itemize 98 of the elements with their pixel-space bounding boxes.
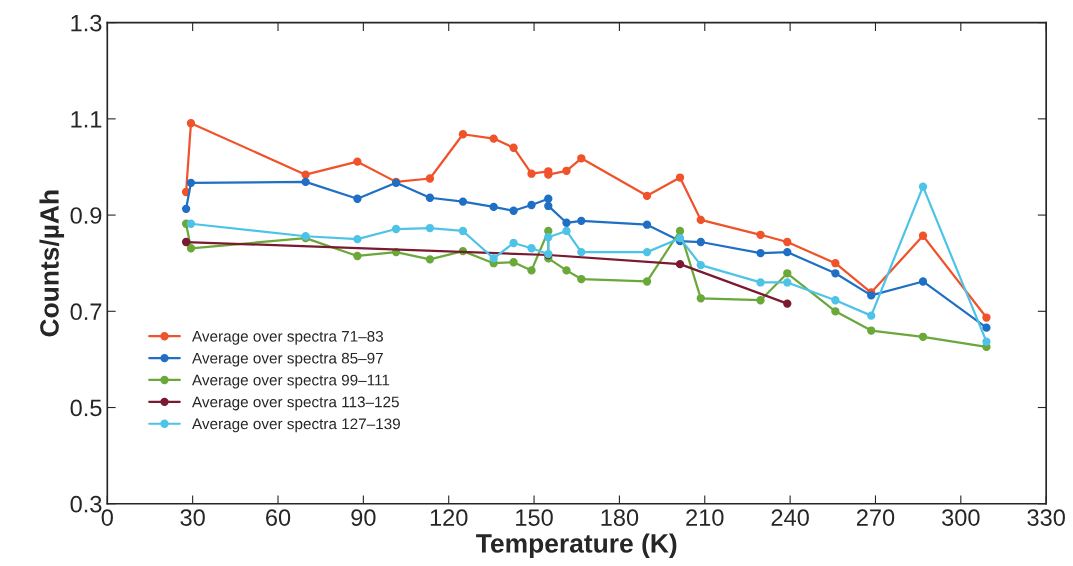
point [391, 224, 401, 234]
point [425, 193, 435, 202]
point [509, 238, 518, 248]
point [696, 294, 705, 303]
point [181, 237, 191, 247]
point [675, 173, 685, 182]
point [642, 191, 652, 200]
x-tick-label: 30 [180, 509, 205, 526]
point [353, 234, 362, 244]
point [458, 197, 468, 206]
point [509, 206, 518, 215]
x-tick-label: 120 [430, 509, 468, 526]
point [783, 278, 792, 287]
point [353, 157, 362, 166]
point [458, 130, 468, 139]
point [918, 182, 928, 191]
point [642, 277, 652, 286]
point [783, 269, 792, 278]
legend-label: Average over spectra 127–139 [192, 418, 400, 433]
point [577, 274, 586, 284]
point [918, 277, 928, 286]
x-tick-label: 210 [686, 509, 724, 526]
point [509, 143, 518, 152]
x-axis-title: Temperature (K) [476, 533, 677, 558]
x-tick-label: 300 [942, 509, 980, 526]
point [696, 260, 705, 270]
x-tick-label: 60 [266, 509, 291, 526]
point [562, 266, 571, 275]
point [982, 313, 991, 322]
x-tick-label: 270 [856, 509, 895, 526]
point [425, 223, 435, 233]
point [527, 200, 536, 210]
legend-label: Average over spectra 85–97 [192, 352, 383, 367]
point [783, 247, 792, 257]
point [867, 326, 876, 335]
point [918, 231, 928, 240]
point [527, 266, 536, 275]
point [756, 230, 765, 239]
point [696, 237, 705, 247]
legend-label: Average over spectra 99–111 [192, 374, 390, 389]
point [783, 299, 792, 308]
x-tick-label: 90 [351, 509, 376, 526]
point [577, 154, 586, 163]
point [642, 247, 652, 257]
y-tick-label: 1.1 [71, 111, 102, 128]
point [301, 177, 310, 187]
x-tick-label: 0 [101, 509, 113, 526]
y-tick-label: 0.7 [70, 303, 102, 321]
point [181, 204, 191, 213]
point [696, 215, 705, 225]
point [577, 216, 586, 226]
point [642, 220, 652, 229]
point [186, 219, 196, 228]
y-tick-label: 1.3 [71, 14, 102, 32]
point [509, 258, 518, 267]
point [831, 296, 840, 305]
point [756, 248, 765, 258]
legend-label: Average over spectra 113–125 [192, 396, 399, 411]
point [982, 323, 991, 332]
point [489, 254, 498, 263]
point [831, 259, 840, 268]
y-tick-label: 0.9 [70, 207, 102, 224]
point [783, 237, 792, 247]
point [544, 201, 553, 211]
y-axis-title: Counts/µAh [39, 190, 65, 337]
point [562, 218, 571, 227]
x-tick-label: 180 [601, 509, 639, 526]
point [353, 194, 362, 203]
point [831, 307, 840, 316]
point [982, 337, 991, 346]
point [301, 170, 310, 179]
point [353, 251, 362, 261]
x-tick-label: 330 [1027, 509, 1065, 526]
point [425, 174, 435, 183]
point [756, 296, 765, 305]
y-tick-label: 0.5 [70, 399, 102, 417]
point [527, 244, 536, 253]
point [186, 178, 196, 188]
point [577, 247, 586, 257]
x-tick-label: 240 [771, 509, 809, 526]
point [562, 166, 571, 175]
point [675, 259, 685, 269]
y-tick-label: 0.3 [70, 495, 102, 513]
point [831, 269, 840, 278]
point [918, 332, 928, 341]
point [756, 278, 765, 287]
point [867, 311, 876, 320]
point [489, 202, 498, 212]
point [186, 119, 196, 128]
point [458, 226, 468, 236]
x-tick-label: 150 [516, 509, 553, 526]
point [186, 244, 196, 253]
point [562, 226, 571, 236]
point [527, 169, 536, 178]
point [544, 233, 553, 242]
point [489, 134, 498, 143]
point [425, 255, 435, 264]
legend-label: Average over spectra 71–83 [192, 330, 383, 345]
